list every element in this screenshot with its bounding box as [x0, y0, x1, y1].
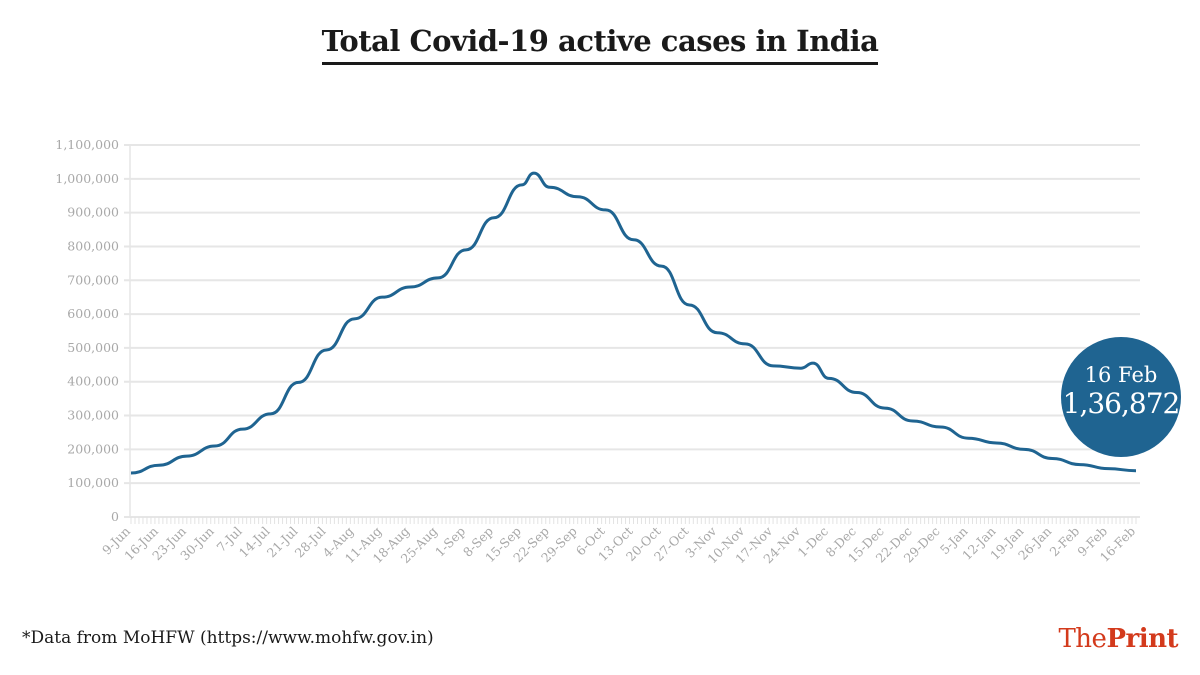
logo-the: The	[1058, 624, 1107, 654]
x-tick-label: 28-Jul	[292, 524, 329, 561]
x-tick-label: 14-Jul	[236, 524, 273, 561]
theprint-logo: ThePrint	[1058, 624, 1178, 654]
y-tick-label: 600,000	[67, 306, 119, 321]
data-source-note: *Data from MoHFW (https://www.mohfw.gov.…	[22, 628, 434, 648]
y-tick-label: 0	[111, 509, 119, 524]
y-tick-label: 900,000	[67, 205, 119, 220]
logo-print: Print	[1106, 624, 1178, 654]
x-tick-label: 21-Jul	[264, 524, 301, 561]
callout-date: 16 Feb	[1084, 363, 1158, 387]
latest-value-callout: 16 Feb 1,36,872	[1061, 337, 1181, 457]
y-tick-label: 100,000	[67, 475, 119, 490]
y-tick-label: 800,000	[67, 238, 119, 253]
y-tick-label: 500,000	[67, 340, 119, 355]
y-tick-label: 300,000	[67, 408, 119, 423]
x-tick-label: 1-Sep	[432, 524, 468, 560]
chart-title: Total Covid-19 active cases in India	[0, 24, 1200, 65]
y-tick-label: 700,000	[67, 272, 119, 287]
x-tick-label: 2-Feb	[1047, 524, 1083, 560]
y-tick-label: 1,000,000	[55, 171, 119, 186]
y-tick-label: 1,100,000	[55, 137, 119, 152]
active-cases-line	[130, 171, 1137, 475]
x-tick-label: 1-Dec	[795, 524, 831, 560]
y-tick-label: 400,000	[67, 374, 119, 389]
callout-value: 1,36,872	[1062, 387, 1181, 420]
y-tick-label: 200,000	[67, 441, 119, 456]
chart-title-text: Total Covid-19 active cases in India	[321, 24, 879, 65]
